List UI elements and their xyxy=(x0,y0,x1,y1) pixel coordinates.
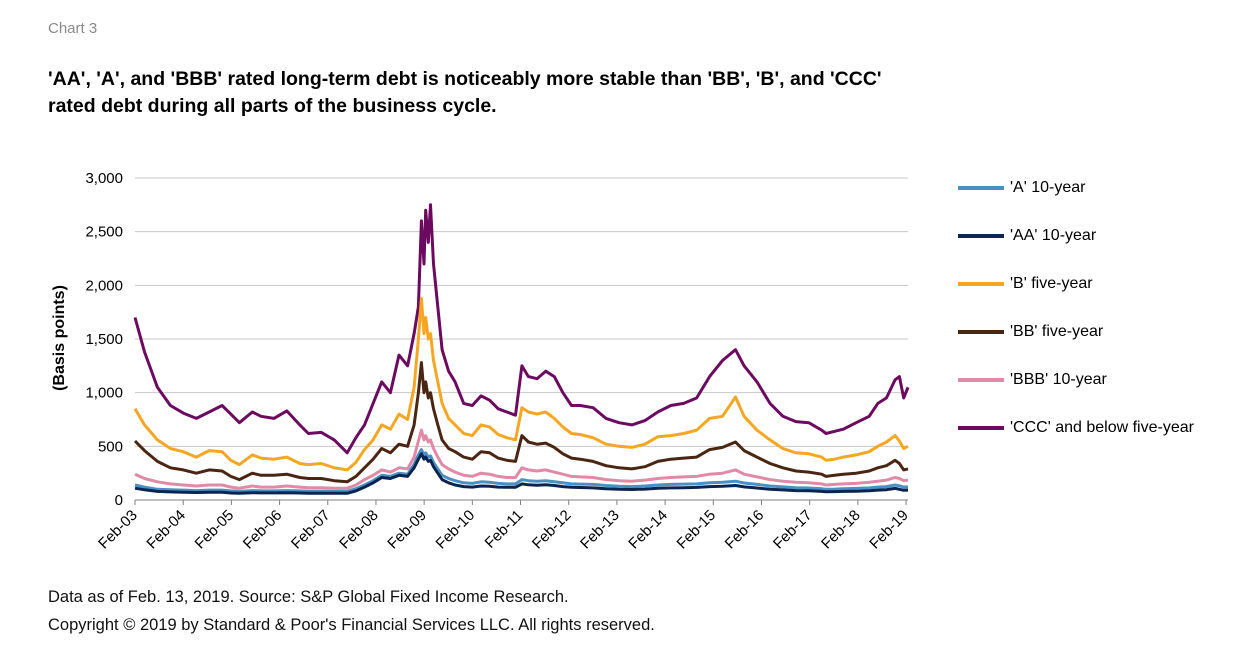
legend-label: 'B' five-year xyxy=(1010,275,1093,292)
legend-label: 'BBB' 10-year xyxy=(1010,371,1107,388)
legend-swatch xyxy=(958,282,1004,286)
series-line xyxy=(134,452,909,495)
legend-label: 'A' 10-year xyxy=(1010,179,1086,196)
gridlines xyxy=(135,177,908,501)
y-tick-label: 2,500 xyxy=(85,224,123,241)
y-axis-ticks: 0 500 1,000 1,500 2,000 2,500 3,000 xyxy=(85,170,123,509)
x-tick-label: Feb-16 xyxy=(722,507,768,553)
y-tick-label: 500 xyxy=(98,438,123,455)
x-tick-label: Feb-06 xyxy=(240,507,286,553)
x-tick-label: Feb-17 xyxy=(770,507,816,553)
legend-swatch xyxy=(958,234,1004,238)
chart-title: 'AA', 'A', and 'BBB' rated long-term deb… xyxy=(48,68,882,117)
x-tick-label: Feb-04 xyxy=(143,507,189,553)
x-tick-label: Feb-05 xyxy=(192,507,238,553)
legend-swatch xyxy=(958,330,1004,334)
x-tick-label: Feb-09 xyxy=(384,507,430,553)
legend-item: 'A' 10-year xyxy=(958,177,1085,199)
copyright-note: Copyright © 2019 by Standard & Poor's Fi… xyxy=(48,616,655,634)
x-tick-label: Feb-03 xyxy=(95,507,141,553)
x-tick-label: Feb-12 xyxy=(529,507,575,553)
y-tick-label: 3,000 xyxy=(85,170,123,187)
x-tick-label: Feb-13 xyxy=(577,507,623,553)
legend-label: 'AA' 10-year xyxy=(1010,227,1097,244)
x-tick-label: Feb-10 xyxy=(433,507,479,553)
x-tick-label: Feb-08 xyxy=(336,507,382,553)
x-axis-ticks: Feb-03 Feb-04 Feb-05 Feb-06 Feb-07 Feb-08 Feb-… xyxy=(95,500,912,552)
source-note: Data as of Feb. 13, 2019. Source: S&P Gl… xyxy=(48,588,569,606)
y-tick-label: 1,000 xyxy=(85,385,123,402)
series-line xyxy=(134,448,909,493)
x-tick-label: Feb-14 xyxy=(625,507,671,553)
x-tick-label: Feb-19 xyxy=(866,507,912,553)
legend-item: 'AA' 10-year xyxy=(958,225,1096,247)
series-lines xyxy=(133,203,910,495)
legend-item: 'BB' five-year xyxy=(958,321,1103,343)
legend-item: 'B' five-year xyxy=(958,273,1093,295)
chart-number-label: Chart 3 xyxy=(48,20,98,37)
y-tick-label: 2,000 xyxy=(85,277,123,294)
series-line xyxy=(134,428,909,490)
legend-item: 'BBB' 10-year xyxy=(958,369,1107,391)
legend-label: 'BB' five-year xyxy=(1010,323,1104,340)
series-line xyxy=(133,361,909,484)
legend-item: 'CCC' and below five-year xyxy=(958,417,1194,439)
series-line xyxy=(133,296,909,472)
y-tick-label: 1,500 xyxy=(85,331,123,348)
x-tick-label: Feb-07 xyxy=(288,507,334,553)
legend-swatch xyxy=(958,426,1004,430)
x-tick-label: Feb-15 xyxy=(674,507,720,553)
x-tick-label: Feb-11 xyxy=(482,507,527,552)
legend-label: 'CCC' and below five-year xyxy=(1010,419,1194,436)
x-tick-label: Feb-18 xyxy=(818,507,864,553)
y-axis-label: (Basis points) xyxy=(51,285,68,391)
series-line xyxy=(133,203,910,455)
legend-swatch xyxy=(958,186,1004,190)
legend-swatch xyxy=(958,378,1004,382)
y-tick-label: 0 xyxy=(115,492,123,509)
